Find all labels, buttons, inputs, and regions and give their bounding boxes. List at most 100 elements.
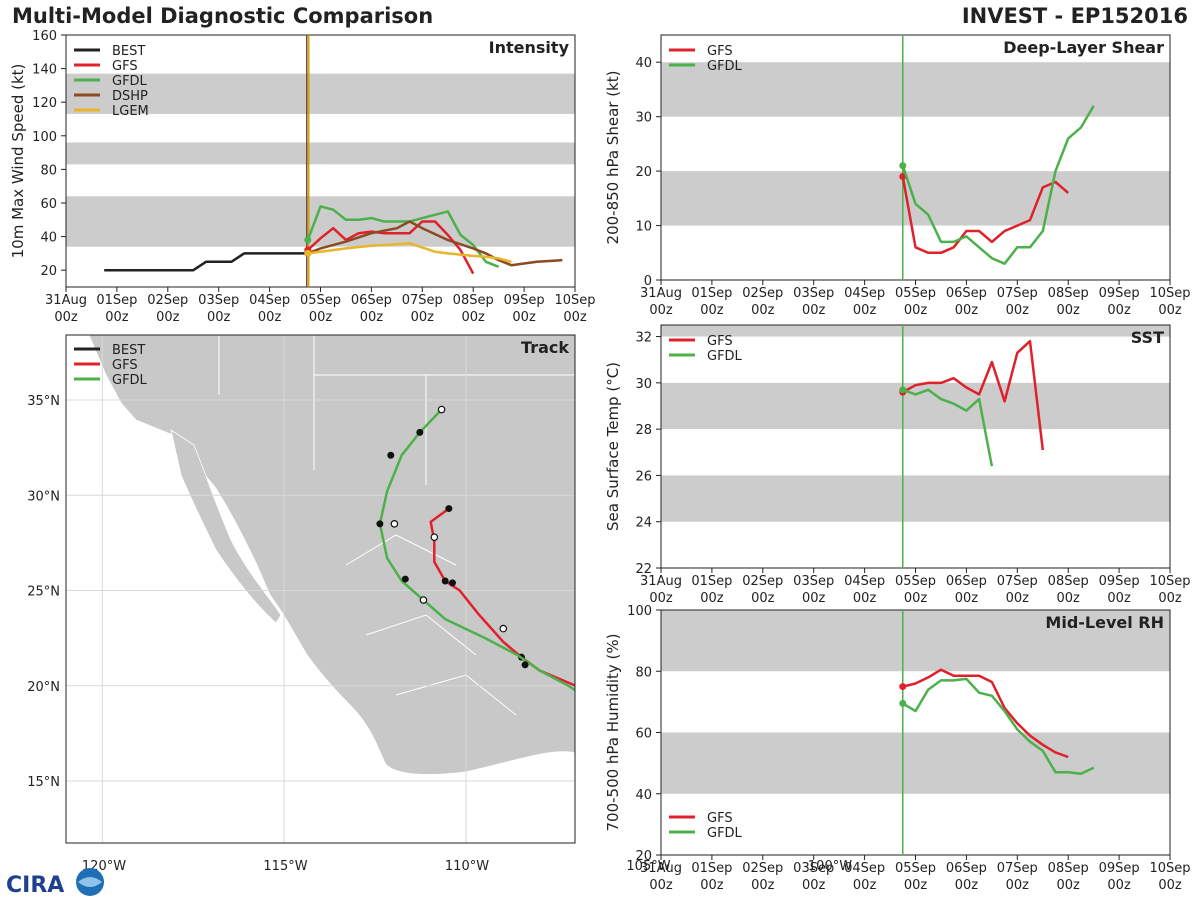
intensity-series-lgem [307, 242, 512, 264]
shear-xtick-label: 00z [1107, 303, 1131, 318]
sst-xtick-label: 05Sep [895, 574, 936, 589]
rh-band [661, 610, 1170, 672]
rh-xtick-label: 05Sep [895, 861, 936, 876]
sst-xtick-label: 07Sep [997, 574, 1038, 589]
rh-ytick-label: 80 [635, 665, 652, 680]
rh-band [661, 732, 1170, 794]
shear-xtick-label: 04Sep [844, 286, 885, 301]
track-point-best [645, 778, 652, 785]
sst-legend-label-gfs: GFS [707, 334, 733, 349]
intensity-series-dshp [307, 220, 563, 267]
rh-xtick-label: 08Sep [1048, 861, 1089, 876]
shear-xtick-label: 00z [1057, 303, 1081, 318]
sst-ytick-label: 24 [635, 516, 652, 531]
track-time-marker [499, 624, 508, 633]
rh-ytick-label: 20 [635, 849, 652, 864]
intensity-ytick-label: 160 [32, 29, 57, 44]
shear-ytick-label: 30 [635, 111, 652, 126]
rh-series-gfs [902, 668, 1069, 759]
intensity-panel: 20 40 60 80 100 120 140 160 31Aug 00z 01Sep 00z 02Se… [9, 29, 596, 325]
state-border [365, 614, 477, 656]
sst-title: SST [1131, 328, 1164, 347]
rh-xtick-label: 07Sep [997, 861, 1038, 876]
intensity-ytick-label: 140 [32, 63, 57, 78]
rh-legend-label-gfdl: GFDL [707, 826, 743, 841]
intensity-xtick-label: 00z [411, 310, 435, 325]
sst-series-gfdl [902, 388, 994, 467]
rh-xtick-label: 09Sep [1099, 861, 1140, 876]
sst-ylabel: Sea Surface Temp (°C) [604, 362, 622, 531]
shear-xtick-label: 00z [649, 303, 673, 318]
intensity-ytick-label: 80 [40, 163, 57, 178]
sst-xtick-label: 00z [853, 591, 877, 606]
sst-xtick-label: 00z [1158, 591, 1182, 606]
rh-xtick-label: 31Aug [640, 861, 682, 876]
rh-start-point-gfs [899, 683, 907, 691]
intensity-xtick-label: 00z [512, 310, 536, 325]
rh-xtick-label: 10Sep [1149, 861, 1190, 876]
baja-peninsula [170, 429, 282, 624]
shear-legend-label-gfdl: GFDL [707, 59, 743, 74]
shear-xtick-label: 00z [802, 303, 826, 318]
intensity-xtick-label: 00z [360, 310, 384, 325]
intensity-series-best [104, 252, 308, 272]
rh-panel: 20 40 60 80 100 31Aug 00z 01Sep 00z 02Sep 00z 03Sep… [604, 604, 1191, 893]
sst-xtick-label: 03Sep [793, 574, 834, 589]
track-map-area [66, 335, 652, 843]
track-legend-label-gfs: GFS [112, 358, 138, 373]
sst-xtick-label: 31Aug [640, 574, 682, 589]
rh-start-point-gfdl [899, 699, 907, 707]
intensity-xtick-label: 01Sep [96, 293, 137, 308]
sst-xtick-label: 10Sep [1149, 574, 1190, 589]
intensity-xtick-label: 09Sep [504, 293, 545, 308]
intensity-ylabel: 10m Max Wind Speed (kt) [9, 64, 27, 259]
shear-ytick-label: 40 [635, 56, 652, 71]
track-point-gfs [441, 577, 449, 585]
intensity-band [66, 73, 575, 114]
storm-id-title: INVEST - EP152016 [961, 4, 1188, 28]
shear-xtick-label: 00z [751, 303, 775, 318]
rh-xtick-label: 01Sep [691, 861, 732, 876]
intensity-series-gfs [306, 220, 475, 275]
rh-xtick-label: 06Sep [946, 861, 987, 876]
shear-xtick-label: 08Sep [1048, 286, 1089, 301]
intensity-title: Intensity [489, 38, 570, 57]
sst-xtick-label: 00z [649, 591, 673, 606]
sst-band [661, 475, 1170, 522]
intensity-xtick-label: 03Sep [198, 293, 239, 308]
sst-band [661, 382, 1170, 430]
shear-xtick-label: 02Sep [742, 286, 783, 301]
track-xtick-label: 115°W [263, 859, 307, 874]
intensity-legend-label-dshp: DSHP [112, 89, 148, 104]
sst-start-point-gfdl [899, 386, 907, 394]
sst-series-gfs [902, 339, 1045, 451]
shear-start-point-gfdl [899, 162, 907, 170]
track-time-marker [638, 770, 644, 776]
shear-series-gfdl [901, 105, 1095, 265]
shear-xtick-label: 00z [955, 303, 979, 318]
shear-band [661, 171, 1170, 226]
sst-panel: 22 24 26 28 30 32 31Aug 00z 01Sep 00z 02Sep 00z 03Se… [604, 324, 1191, 606]
shear-xtick-label: 03Sep [793, 286, 834, 301]
shear-xtick-label: 10Sep [1149, 286, 1190, 301]
sst-legend-label-gfdl: GFDL [707, 349, 743, 364]
track-ytick-label: 15°N [27, 775, 60, 790]
track-series-gfdl [378, 408, 575, 692]
sst-xtick-label: 08Sep [1048, 574, 1089, 589]
intensity-xtick-label: 00z [156, 310, 180, 325]
rh-xtick-label: 00z [1158, 878, 1182, 893]
sst-ytick-label: 30 [635, 377, 652, 392]
track-time-marker [430, 533, 439, 541]
rh-legend-label-gfs: GFS [707, 811, 733, 826]
sst-xtick-label: 04Sep [844, 574, 885, 589]
track-time-marker [448, 579, 456, 587]
shear-xtick-label: 05Sep [895, 286, 936, 301]
intensity-legend-label-lgem: LGEM [112, 104, 149, 119]
shear-xtick-label: 00z [700, 303, 724, 318]
track-point-gfs [445, 505, 453, 513]
intensity-xtick-label: 06Sep [351, 293, 392, 308]
rh-xtick-label: 00z [853, 878, 877, 893]
shear-xtick-label: 00z [1006, 303, 1030, 318]
rh-xtick-label: 00z [1057, 878, 1081, 893]
intensity-ytick-label: 120 [32, 96, 57, 111]
